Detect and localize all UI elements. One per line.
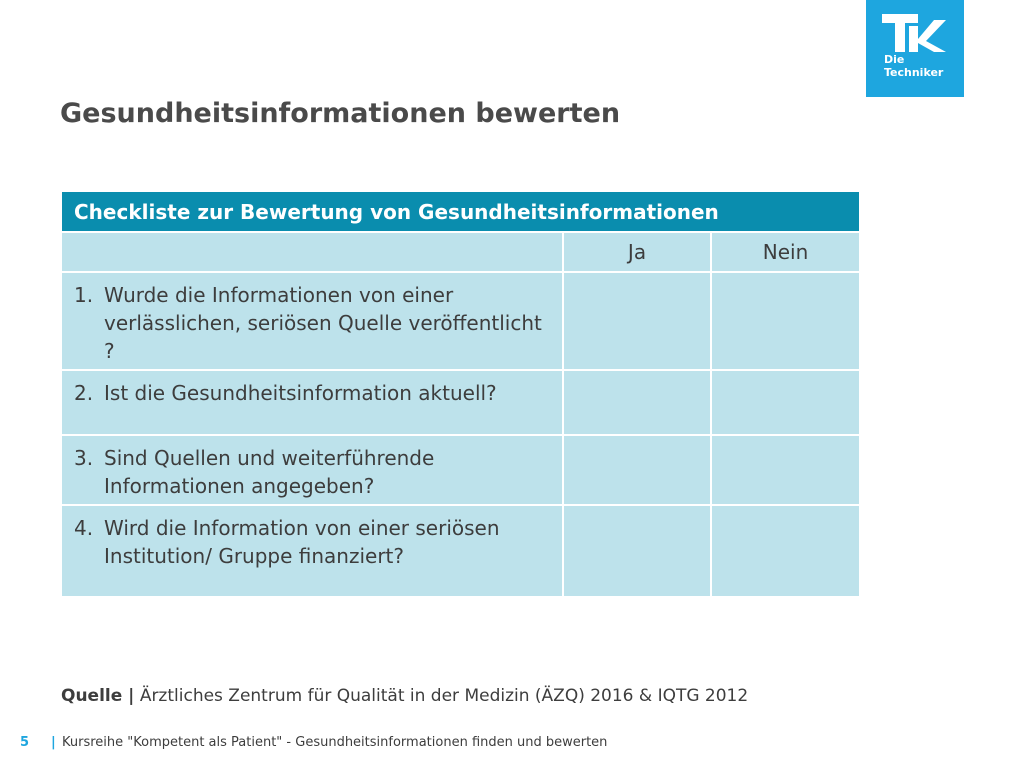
page-title: Gesundheitsinformationen bewerten [60,98,621,129]
answer-ja-cell[interactable] [562,504,712,598]
checklist-table: Checkliste zur Bewertung von Gesundheits… [59,190,862,598]
source-citation: Quelle | Ärztliches Zentrum für Qualität… [61,686,748,706]
table-row: 2. Ist die Gesundheitsinformation aktuel… [60,369,862,436]
question-number: 2. [74,381,94,405]
answer-nein-cell[interactable] [709,504,862,598]
question-cell: 3. Sind Quellen und weiterführende Infor… [60,434,564,506]
question-number: 4. [74,516,94,540]
table-row: 4. Wird die Information von einer seriös… [60,504,862,598]
column-header-nein: Nein [709,231,862,273]
question-cell: 2. Ist die Gesundheitsinformation aktuel… [60,369,564,436]
question-number: 3. [74,446,94,470]
footer-text: Kursreihe "Kompetent als Patient" - Gesu… [62,735,608,750]
answer-nein-cell[interactable] [709,271,862,371]
column-header-row: Ja Nein [60,231,862,273]
answer-nein-cell[interactable] [709,434,862,506]
question-text: Ist die Gesundheitsinformation aktuell? [104,381,497,405]
question-text: Sind Quellen und weiterführende Informat… [104,446,435,498]
question-text: Wurde die Informationen von einer verläs… [104,283,542,363]
logo-line-2: Techniker [884,66,944,79]
question-text: Wird die Information von einer seriösen … [104,516,500,568]
tk-logo: Die Techniker [866,0,964,97]
source-label: Quelle | [61,686,135,706]
table-header-row: Checkliste zur Bewertung von Gesundheits… [59,190,862,233]
table-row: 1. Wurde die Informationen von einer ver… [60,271,862,371]
answer-ja-cell[interactable] [562,369,712,436]
source-text: Ärztliches Zentrum für Qualität in der M… [139,686,749,706]
answer-ja-cell[interactable] [562,271,712,371]
logo-line-1: Die [884,53,905,66]
table-header: Checkliste zur Bewertung von Gesundheits… [59,190,862,233]
page-number: 5 [20,735,30,750]
column-header-question [60,231,564,273]
answer-nein-cell[interactable] [709,369,862,436]
answer-ja-cell[interactable] [562,434,712,506]
question-cell: 1. Wurde die Informationen von einer ver… [60,271,564,371]
tk-logo-icon [882,14,946,52]
logo-wordmark: Die Techniker [884,53,943,79]
question-number: 1. [74,283,94,307]
question-cell: 4. Wird die Information von einer seriös… [60,504,564,598]
table-row: 3. Sind Quellen und weiterführende Infor… [60,434,862,506]
column-header-ja: Ja [562,231,712,273]
footer-separator: | [51,735,56,750]
